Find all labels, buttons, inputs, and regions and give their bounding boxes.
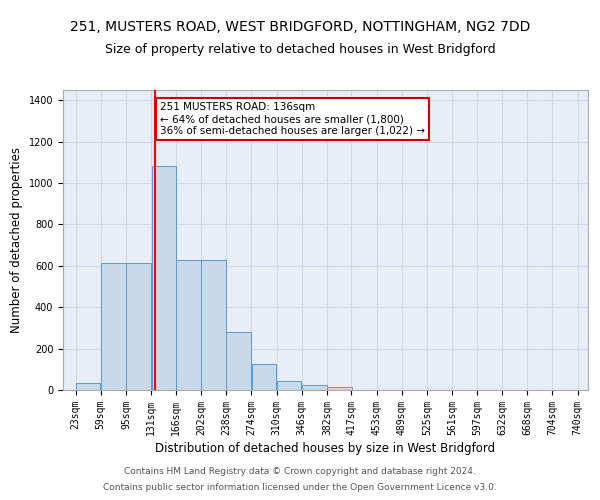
Y-axis label: Number of detached properties: Number of detached properties	[10, 147, 23, 333]
Text: 251 MUSTERS ROAD: 136sqm
← 64% of detached houses are smaller (1,800)
36% of sem: 251 MUSTERS ROAD: 136sqm ← 64% of detach…	[160, 102, 425, 136]
Bar	[201, 260, 226, 390]
Bar	[176, 260, 200, 390]
Bar	[226, 332, 251, 390]
Text: Size of property relative to detached houses in West Bridgford: Size of property relative to detached ho…	[104, 42, 496, 56]
Text: Contains public sector information licensed under the Open Government Licence v3: Contains public sector information licen…	[103, 484, 497, 492]
Bar	[327, 387, 352, 390]
Bar	[302, 385, 326, 390]
Text: 251, MUSTERS ROAD, WEST BRIDGFORD, NOTTINGHAM, NG2 7DD: 251, MUSTERS ROAD, WEST BRIDGFORD, NOTTI…	[70, 20, 530, 34]
Bar	[152, 166, 176, 390]
Bar	[101, 263, 125, 390]
Bar	[277, 380, 301, 390]
Bar	[251, 364, 276, 390]
X-axis label: Distribution of detached houses by size in West Bridgford: Distribution of detached houses by size …	[155, 442, 496, 455]
Bar	[127, 263, 151, 390]
Bar	[76, 383, 100, 390]
Text: Contains HM Land Registry data © Crown copyright and database right 2024.: Contains HM Land Registry data © Crown c…	[124, 467, 476, 476]
